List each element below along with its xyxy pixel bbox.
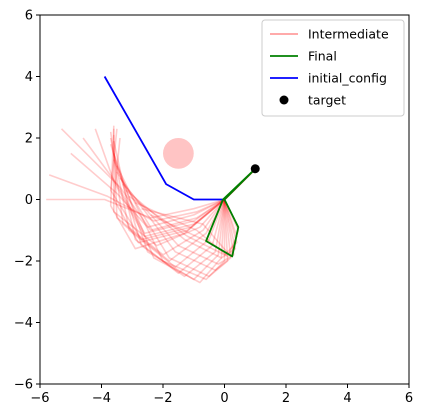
y-tick-label-2: −2 — [14, 255, 33, 270]
y-axis-ticks: −6 −4 −2 0 2 4 6 — [14, 9, 40, 393]
final-config-layer — [205, 168, 256, 258]
obstacle-layer — [163, 138, 194, 169]
x-axis-ticks: −6 −4 −2 0 2 4 6 — [30, 384, 413, 406]
x-tick-label-3: 0 — [220, 391, 228, 406]
y-tick-label-5: 4 — [25, 70, 33, 85]
legend-swatch-3 — [279, 95, 289, 105]
final-config-line — [205, 168, 256, 258]
intermediate-layer — [46, 125, 256, 284]
legend-entry-1: Final — [270, 49, 337, 64]
legend-label-0: Intermediate — [308, 27, 389, 42]
x-tick-label-5: 4 — [343, 391, 351, 406]
legend-label-3: target — [308, 93, 346, 108]
legend-entry-3: target — [279, 93, 346, 108]
legend-entry-0: Intermediate — [270, 27, 389, 42]
y-tick-label-1: −4 — [14, 316, 33, 331]
legend-label-1: Final — [308, 49, 337, 64]
legend-label-2: initial_config — [308, 71, 387, 86]
x-tick-label-1: −4 — [92, 391, 111, 406]
initial-config-layer — [103, 76, 225, 201]
y-tick-label-6: 6 — [25, 9, 33, 24]
obstacle-circle — [163, 138, 194, 169]
x-tick-label-4: 2 — [282, 391, 290, 406]
target-layer — [250, 164, 260, 174]
legend-entry-2: initial_config — [270, 71, 387, 86]
y-tick-label-4: 2 — [25, 132, 33, 147]
y-tick-label-0: −6 — [14, 378, 33, 393]
legend-box — [261, 19, 405, 117]
x-tick-label-2: −2 — [153, 391, 172, 406]
y-tick-label-3: 0 — [25, 193, 33, 208]
x-tick-label-0: −6 — [30, 391, 49, 406]
x-tick-label-6: 6 — [405, 391, 413, 406]
initial-config-line — [103, 76, 225, 201]
target-marker — [250, 164, 260, 174]
